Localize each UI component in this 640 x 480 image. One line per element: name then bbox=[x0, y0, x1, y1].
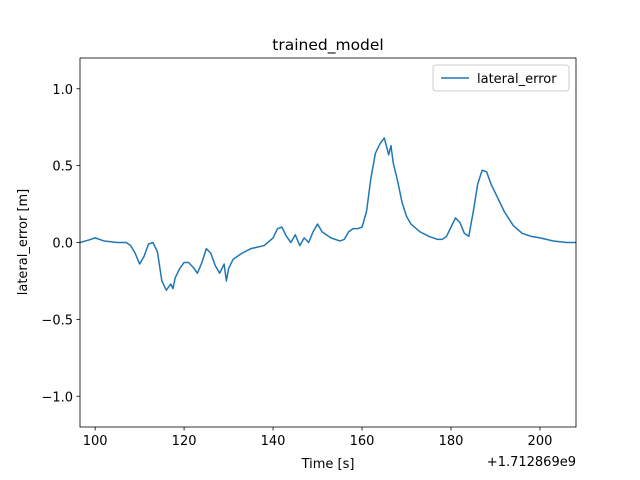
x-tick-label: 180 bbox=[439, 434, 464, 449]
x-tick-label: 200 bbox=[528, 434, 553, 449]
plot-area bbox=[80, 137, 576, 291]
y-axis-label: lateral_error [m] bbox=[16, 189, 31, 296]
y-tick-label: 0.0 bbox=[52, 237, 73, 252]
y-tick-label: 0.5 bbox=[52, 160, 73, 175]
x-tick-label: 160 bbox=[350, 434, 375, 449]
legend-box bbox=[432, 64, 570, 92]
x-axis-label: Time [s] bbox=[301, 457, 355, 472]
axes-frame bbox=[79, 57, 577, 428]
y-tick-label: 1.0 bbox=[52, 83, 73, 98]
x-tick-label: 100 bbox=[83, 434, 108, 449]
x-tick-label: 120 bbox=[172, 434, 197, 449]
y-tick-label: −1.0 bbox=[41, 390, 73, 405]
y-tick-label: −0.5 bbox=[41, 313, 73, 328]
data-line bbox=[80, 137, 576, 291]
chart-title: trained_model bbox=[272, 36, 383, 55]
x-offset-label: +1.712869e9 bbox=[487, 455, 576, 470]
legend-label: lateral_error bbox=[477, 72, 557, 87]
x-tick-label: 140 bbox=[261, 434, 286, 449]
